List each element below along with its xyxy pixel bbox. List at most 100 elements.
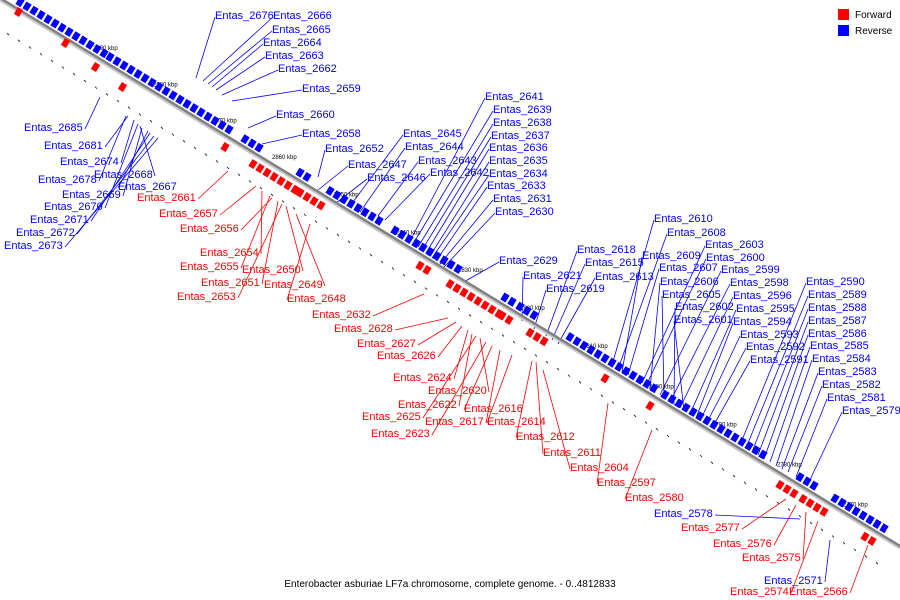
reverse-feature xyxy=(872,519,882,529)
leader-line-reverse xyxy=(551,263,586,341)
gene-label-reverse: Entas_2588 xyxy=(808,302,867,314)
gene-label-reverse: Entas_2674 xyxy=(60,156,119,168)
legend-swatch-reverse xyxy=(838,25,849,36)
leader-line-reverse xyxy=(429,161,490,257)
leader-line-reverse xyxy=(621,256,643,373)
leader-line-reverse xyxy=(317,165,349,191)
gene-label-reverse: Entas_2601 xyxy=(674,314,733,326)
reverse-feature xyxy=(210,115,220,126)
leader-line-forward xyxy=(219,185,257,216)
leader-line-forward xyxy=(773,504,797,546)
minor-dash xyxy=(336,233,340,237)
gene-label-forward: Entas_2632 xyxy=(312,309,371,321)
leader-line-reverse xyxy=(557,277,596,345)
gene-label-forward: Entas_2650 xyxy=(242,264,301,276)
forward-feature xyxy=(812,502,822,513)
gene-label-forward: Entas_2649 xyxy=(264,279,323,291)
leader-line-forward xyxy=(596,402,609,485)
minor-dash xyxy=(479,320,483,324)
minor-dash xyxy=(809,521,813,525)
leader-line-reverse xyxy=(211,43,264,88)
minor-dash xyxy=(204,153,208,157)
leader-line-forward xyxy=(802,511,807,560)
gene-label-reverse: Entas_2646 xyxy=(367,172,426,184)
leader-line-reverse xyxy=(104,115,129,148)
gene-label-forward: Entas_2604 xyxy=(570,462,629,474)
backbone-shadow xyxy=(0,0,900,550)
gene-label-reverse: Entas_2609 xyxy=(642,250,701,262)
legend-label-forward: Forward xyxy=(855,10,892,21)
gene-label-reverse: Entas_2676 xyxy=(215,10,274,22)
minor-dash xyxy=(468,314,472,317)
minor-dash xyxy=(633,414,637,418)
reverse-feature xyxy=(607,357,617,368)
minor-dash xyxy=(6,32,10,36)
gene-label-reverse: Entas_2579 xyxy=(842,405,900,417)
leader-line-reverse xyxy=(384,173,431,221)
minor-dash xyxy=(259,186,263,190)
leader-line-forward xyxy=(372,293,425,317)
minor-dash xyxy=(270,193,274,197)
minor-dash xyxy=(567,374,571,378)
forward-feature xyxy=(798,493,808,504)
reverse-feature xyxy=(716,424,726,434)
minor-dash xyxy=(83,79,87,83)
scale-tick-label: 2820 kbp xyxy=(520,306,545,312)
minor-dash xyxy=(743,481,747,485)
minor-dash xyxy=(160,126,164,130)
reverse-feature xyxy=(600,353,610,364)
forward-feature xyxy=(60,37,71,48)
reverse-feature xyxy=(851,506,861,517)
gene-label-reverse: Entas_2671 xyxy=(30,214,89,226)
forward-feature xyxy=(452,283,462,294)
leader-line-reverse xyxy=(659,270,722,396)
reverse-feature xyxy=(688,406,698,417)
minor-dash xyxy=(237,173,241,177)
minor-dash xyxy=(369,253,373,257)
leader-line-forward xyxy=(849,544,869,594)
minor-dash xyxy=(391,267,395,270)
minor-dash xyxy=(655,427,659,431)
gene-label-forward: Entas_2580 xyxy=(625,492,684,504)
reverse-feature xyxy=(758,449,768,460)
gene-label-reverse: Entas_2615 xyxy=(585,257,644,269)
reverse-feature xyxy=(217,120,227,131)
leader-line-forward xyxy=(197,170,229,200)
reverse-feature xyxy=(325,185,335,196)
gene-label-reverse: Entas_2599 xyxy=(721,264,780,276)
reverse-feature xyxy=(22,1,32,12)
gene-label-reverse: Entas_2681 xyxy=(44,140,103,152)
leader-line-forward xyxy=(453,329,469,380)
minor-dash xyxy=(490,327,494,331)
reverse-feature xyxy=(660,389,670,400)
gene-label-forward: Entas_2576 xyxy=(713,538,772,550)
forward-feature xyxy=(645,400,655,411)
minor-dash xyxy=(523,347,527,351)
gene-label-forward: Entas_2623 xyxy=(371,428,430,440)
gene-label-forward: Entas_2661 xyxy=(137,192,196,204)
minor-dash xyxy=(226,166,230,170)
reverse-feature xyxy=(702,415,712,426)
reverse-feature xyxy=(411,238,421,249)
leader-line-reverse xyxy=(769,346,811,463)
reverse-feature xyxy=(57,22,67,33)
forward-feature xyxy=(290,184,300,195)
gene-label-forward: Entas_2648 xyxy=(287,293,346,305)
scale-tick-label: 2880 kbp xyxy=(153,82,178,88)
leader-line-reverse xyxy=(435,186,488,262)
gene-label-reverse: Entas_2582 xyxy=(822,379,881,391)
scale-ticks: 2890 kbp 2880 kbp 2870 kbp 2860 kbp 2850 kbp… xyxy=(6,32,879,565)
reverse-feature xyxy=(681,402,691,413)
leader-line-reverse xyxy=(679,296,734,409)
gene-label-reverse: Entas_2642 xyxy=(430,167,489,179)
minor-dash xyxy=(446,300,450,304)
leader-line-reverse xyxy=(431,174,490,259)
scale-tick-label: 2770 kbp xyxy=(843,503,868,509)
minor-dash xyxy=(699,454,703,458)
gene-label-reverse: Entas_2644 xyxy=(405,141,464,153)
forward-feature xyxy=(487,304,497,315)
leader-line-reverse xyxy=(611,219,655,366)
minor-dash xyxy=(688,447,692,451)
reverse-feature xyxy=(302,171,312,182)
forward-feature xyxy=(600,373,610,384)
